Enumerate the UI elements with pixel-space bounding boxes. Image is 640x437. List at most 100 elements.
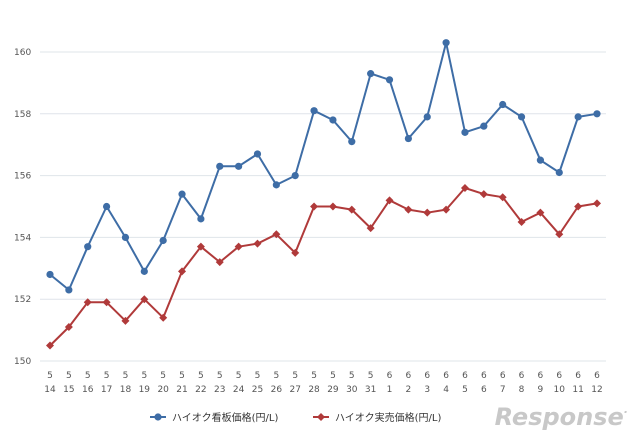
data-point [159, 313, 168, 322]
x-tick-day: 25 [252, 385, 263, 395]
data-point [121, 233, 130, 241]
x-tick-month: 6 [424, 371, 430, 381]
data-point [404, 134, 412, 143]
data-point [555, 230, 564, 239]
series-group [46, 39, 601, 350]
data-point [460, 183, 469, 192]
data-point [498, 193, 507, 202]
x-tick-day: 10 [554, 385, 566, 395]
x-tick-day: 30 [346, 385, 358, 395]
data-point [480, 122, 488, 130]
x-tick-day: 26 [271, 385, 283, 395]
data-point [385, 196, 394, 205]
x-tick-month: 5 [198, 371, 204, 381]
y-axis: 150 152 154 156 158 160 [14, 48, 31, 367]
x-tick-month: 6 [575, 371, 581, 381]
data-point [196, 242, 205, 251]
data-point [46, 341, 54, 350]
x-tick-day: 27 [289, 385, 300, 395]
x-tick-day: 2 [406, 385, 412, 395]
data-point [102, 202, 111, 211]
y-tick-label: 150 [14, 357, 31, 367]
data-point [234, 242, 243, 251]
x-tick-day: 7 [500, 385, 506, 395]
data-point [479, 190, 488, 199]
x-tick-day: 24 [233, 385, 245, 395]
data-point [329, 116, 337, 124]
x-tick-day: 4 [443, 385, 449, 395]
legend-label: ハイオク看板価格(円/L) [172, 411, 278, 424]
x-tick-month: 5 [141, 371, 147, 381]
data-point [593, 199, 601, 208]
data-point [140, 295, 149, 304]
x-tick-day: 5 [462, 385, 468, 395]
data-point [574, 202, 583, 211]
data-point [404, 205, 413, 214]
x-tick-month: 5 [217, 371, 223, 381]
y-tick-label: 154 [14, 233, 31, 243]
x-tick-day: 3 [424, 385, 430, 395]
gridlines [40, 51, 606, 362]
x-tick-month: 6 [538, 371, 544, 381]
legend-label: ハイオク実売価格(円/L) [335, 411, 441, 424]
x-tick-month: 5 [66, 371, 72, 381]
x-tick-day: 22 [195, 385, 206, 395]
x-tick-month: 5 [255, 371, 261, 381]
x-tick-month: 5 [85, 371, 91, 381]
data-point [574, 113, 582, 121]
data-point [121, 316, 130, 325]
legend-item-1: ハイオク看板価格(円/L) [150, 411, 278, 424]
data-point [348, 138, 356, 146]
y-tick-label: 160 [14, 48, 31, 58]
x-tick-month: 5 [123, 371, 129, 381]
data-point [423, 113, 431, 121]
x-tick-day: 12 [591, 385, 602, 395]
x-tick-month: 6 [462, 371, 468, 381]
x-tick-month: 5 [179, 371, 185, 381]
data-point [253, 239, 262, 248]
x-tick-day: 9 [538, 385, 544, 395]
x-tick-day: 1 [387, 385, 393, 395]
data-point [328, 202, 337, 211]
x-tick-day: 31 [365, 385, 376, 395]
data-point [461, 128, 469, 136]
data-point [235, 162, 243, 170]
data-point [46, 270, 54, 279]
data-point [253, 150, 262, 158]
x-tick-day: 23 [214, 385, 225, 395]
watermark-text: Response [494, 403, 624, 431]
x-tick-month: 5 [236, 371, 242, 381]
x-tick-day: 29 [327, 385, 339, 395]
data-point [291, 172, 299, 180]
data-point [517, 113, 526, 121]
data-point [216, 162, 224, 170]
x-axis: 5145155165175185195205215225235245255265… [44, 371, 602, 395]
data-point [310, 202, 319, 211]
x-tick-day: 8 [519, 385, 525, 395]
x-tick-day: 28 [308, 385, 320, 395]
x-tick-month: 6 [387, 371, 393, 381]
x-tick-month: 5 [368, 371, 374, 381]
x-tick-day: 15 [63, 385, 74, 395]
data-point [385, 76, 394, 84]
data-point [291, 248, 300, 257]
data-point [178, 267, 187, 276]
x-tick-day: 14 [44, 385, 56, 395]
x-tick-day: 16 [82, 385, 94, 395]
x-tick-day: 18 [120, 385, 132, 395]
data-point [593, 110, 601, 118]
legend-item-2: ハイオク実売価格(円/L) [313, 411, 441, 424]
legend-marker [317, 413, 325, 421]
x-tick-day: 6 [481, 385, 487, 395]
data-point [442, 205, 451, 214]
data-point [197, 215, 205, 223]
data-point [347, 205, 356, 214]
response-watermark: Response. [495, 403, 628, 431]
x-tick-month: 5 [349, 371, 355, 381]
data-point [517, 217, 526, 226]
x-tick-day: 11 [572, 385, 583, 395]
data-point [272, 181, 280, 189]
x-tick-month: 5 [47, 371, 53, 381]
x-tick-month: 5 [330, 371, 336, 381]
y-tick-label: 158 [14, 110, 31, 120]
